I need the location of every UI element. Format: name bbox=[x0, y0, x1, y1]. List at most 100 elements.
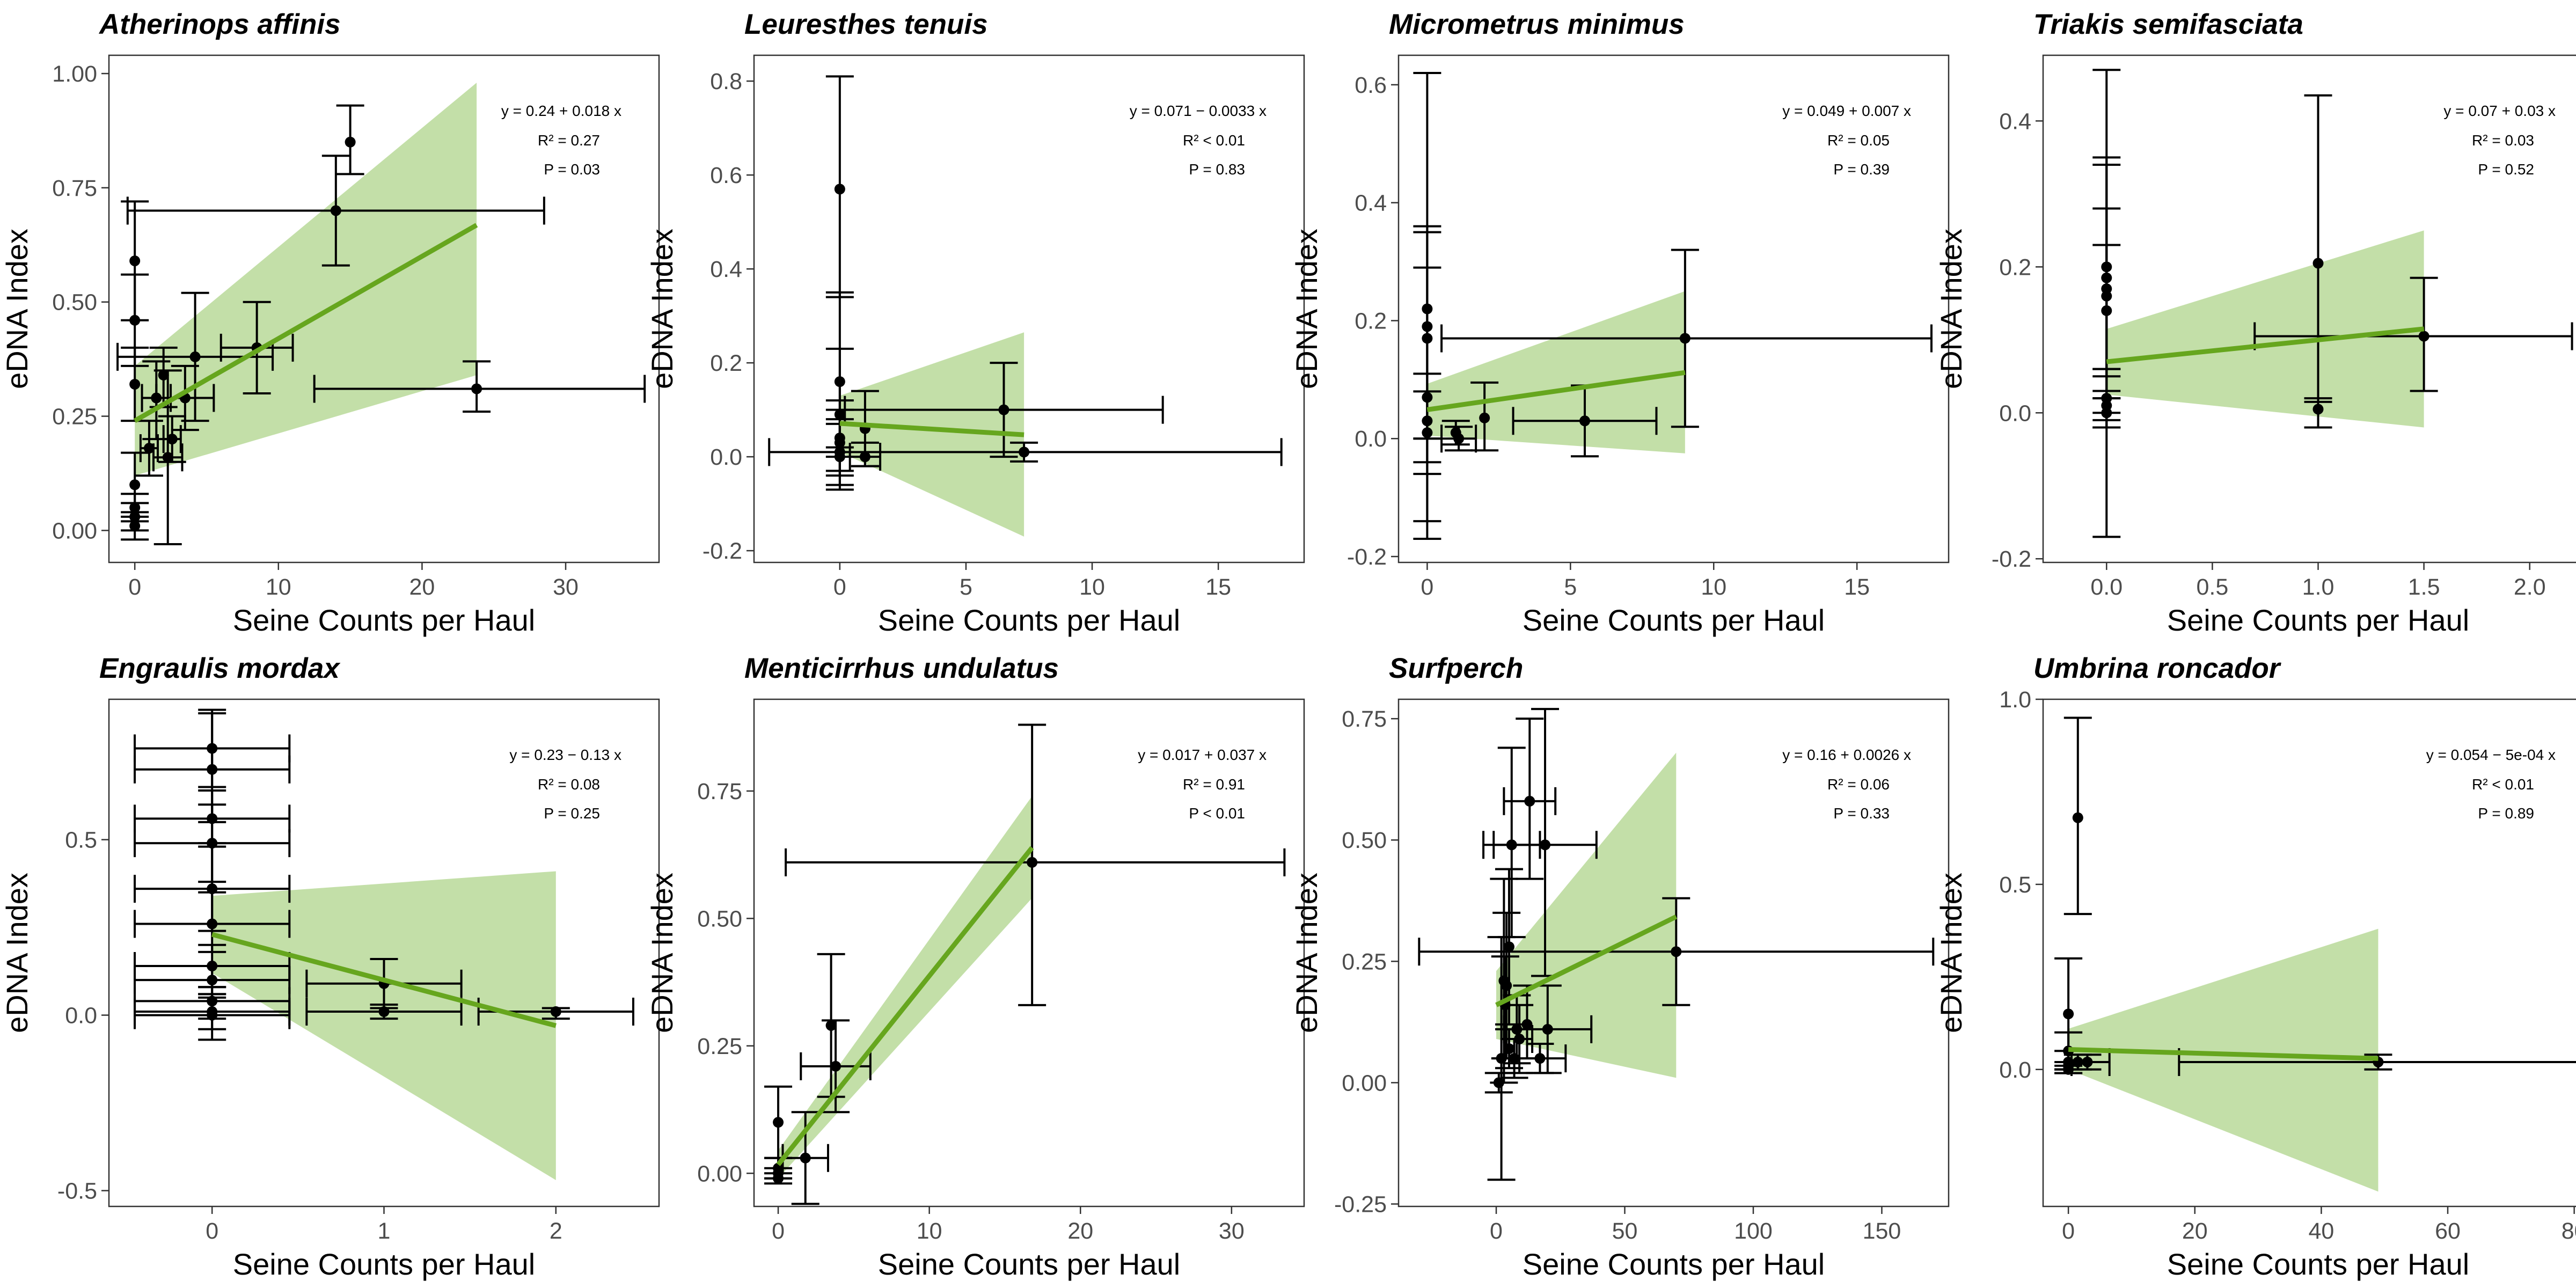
x-axis-label: Seine Counts per Haul bbox=[1523, 603, 1825, 637]
y-tick-label: 0.25 bbox=[52, 404, 97, 430]
point-marker bbox=[1671, 946, 1682, 957]
x-tick-label: 50 bbox=[1612, 1218, 1638, 1244]
y-axis-label: eDNA Index bbox=[0, 873, 34, 1033]
regression-line bbox=[2068, 1047, 2379, 1061]
y-tick-label: -0.2 bbox=[702, 538, 742, 564]
point-marker bbox=[2312, 258, 2324, 269]
x-tick-label: 0.5 bbox=[2196, 574, 2228, 600]
regression-line bbox=[211, 932, 557, 1028]
point-marker bbox=[1534, 1053, 1546, 1064]
data-point-17 bbox=[336, 104, 364, 175]
y-tick-label: 1.0 bbox=[1999, 687, 2031, 713]
y-tick-label: 0.50 bbox=[1342, 828, 1387, 853]
point-marker bbox=[1479, 412, 1490, 423]
panel-title: Micrometrus minimus bbox=[1389, 9, 1685, 40]
r-squared: R² < 0.01 bbox=[2472, 776, 2534, 793]
regression-equation: y = 0.24 + 0.018 x bbox=[501, 103, 621, 119]
panel-title: Menticirrhus undulatus bbox=[744, 653, 1059, 684]
panel-border bbox=[108, 54, 660, 564]
y-tick-label: -0.5 bbox=[57, 1179, 97, 1204]
panel-title: Umbrina roncador bbox=[2033, 653, 2282, 684]
x-tick-label: 5 bbox=[1564, 574, 1577, 600]
y-tick-label: 0.50 bbox=[52, 290, 97, 316]
point-marker bbox=[1027, 857, 1038, 868]
regression-line bbox=[133, 223, 478, 423]
x-tick-label: 1.0 bbox=[2302, 574, 2334, 600]
data-point-16 bbox=[126, 155, 545, 267]
x-axis-label: Seine Counts per Haul bbox=[233, 1247, 535, 1281]
point-marker bbox=[129, 479, 141, 491]
point-marker bbox=[1422, 427, 1433, 438]
point-marker bbox=[2072, 812, 2083, 823]
data-point-8 bbox=[1482, 747, 1541, 939]
x-tick-label: 0 bbox=[833, 574, 846, 600]
panel-title: Atherinops affinis bbox=[98, 9, 341, 40]
x-tick-label: 0 bbox=[128, 574, 141, 600]
y-tick-label: 0.50 bbox=[697, 906, 742, 932]
x-tick-label: 10 bbox=[1701, 574, 1726, 600]
panel-6: Menticirrhus undulatus 0 10 20 30 0.00 0.25 0.5… bbox=[645, 653, 1305, 1281]
regression-equation: y = 0.049 + 0.007 x bbox=[1782, 103, 1911, 119]
data-point-8 bbox=[135, 420, 163, 477]
panel-3: Micrometrus minimus 0 5 10 15 -0.2 0.0 0.2 0.4 0.… bbox=[1290, 9, 1950, 637]
y-tick-label: 0.75 bbox=[1342, 706, 1387, 732]
x-tick-label: 0 bbox=[1421, 574, 1433, 600]
x-tick-label: 30 bbox=[1219, 1218, 1245, 1244]
data-point-13 bbox=[1503, 718, 1557, 880]
point-marker bbox=[2082, 1056, 2093, 1067]
y-tick-label: 0.00 bbox=[52, 518, 97, 544]
data-point-10 bbox=[2304, 397, 2332, 429]
regression-line bbox=[776, 846, 1034, 1166]
confidence-band bbox=[2106, 230, 2424, 428]
r-squared: R² = 0.91 bbox=[1183, 776, 1245, 793]
p-value: P < 0.01 bbox=[1189, 805, 1245, 822]
x-tick-label: 10 bbox=[1079, 574, 1105, 600]
data-point-10 bbox=[844, 362, 1164, 458]
x-tick-label: 2.0 bbox=[2514, 574, 2546, 600]
point-marker bbox=[1679, 333, 1690, 344]
plot-area bbox=[1418, 708, 1935, 1181]
x-axis-label: Seine Counts per Haul bbox=[233, 603, 535, 637]
p-value: P = 0.33 bbox=[1833, 805, 1890, 822]
x-tick-label: 20 bbox=[409, 574, 435, 600]
data-point-13 bbox=[305, 998, 463, 1026]
x-tick-label: 15 bbox=[1844, 574, 1870, 600]
plot-area bbox=[2054, 716, 2576, 1192]
data-point-15 bbox=[219, 301, 294, 394]
regression-line bbox=[2106, 326, 2425, 364]
x-tick-label: 10 bbox=[917, 1218, 942, 1244]
point-marker bbox=[345, 136, 356, 148]
x-tick-label: 1.5 bbox=[2408, 574, 2440, 600]
data-point-5 bbox=[2092, 244, 2121, 378]
y-axis-label: eDNA Index bbox=[1934, 229, 1968, 389]
panel-border bbox=[2042, 698, 2576, 1208]
x-axis-label: Seine Counts per Haul bbox=[2167, 603, 2469, 637]
y-tick-label: 1.00 bbox=[52, 61, 97, 87]
plot-area bbox=[134, 708, 634, 1180]
point-marker bbox=[1453, 433, 1465, 444]
point-marker bbox=[207, 918, 218, 930]
plot-area bbox=[768, 75, 1283, 537]
data-point-8 bbox=[1440, 425, 1477, 453]
y-tick-label: 0.0 bbox=[1999, 400, 2031, 426]
point-marker bbox=[1514, 1034, 1525, 1045]
data-point-11 bbox=[152, 369, 184, 545]
point-marker bbox=[830, 1060, 841, 1072]
y-tick-label: -0.25 bbox=[1334, 1191, 1387, 1217]
point-marker bbox=[800, 1152, 811, 1163]
x-tick-label: 15 bbox=[1205, 574, 1231, 600]
data-point-6 bbox=[134, 891, 291, 953]
panel-1: Atherinops affinis 0 10 20 30 0.00 0.25 0.50 0.7… bbox=[0, 9, 660, 637]
point-marker bbox=[2101, 407, 2112, 419]
data-point-18 bbox=[313, 360, 646, 413]
regression-equation: y = 0.017 + 0.037 x bbox=[1138, 747, 1267, 763]
point-marker bbox=[773, 1173, 784, 1184]
p-value: P = 0.25 bbox=[544, 805, 600, 822]
y-tick-label: 0.8 bbox=[710, 69, 742, 94]
y-tick-label: 0.00 bbox=[1342, 1070, 1387, 1096]
p-value: P = 0.39 bbox=[1833, 161, 1890, 178]
y-axis-label: eDNA Index bbox=[0, 229, 34, 389]
confidence-band bbox=[778, 796, 1033, 1179]
confidence-band bbox=[2068, 928, 2379, 1192]
data-point-4 bbox=[121, 451, 149, 518]
